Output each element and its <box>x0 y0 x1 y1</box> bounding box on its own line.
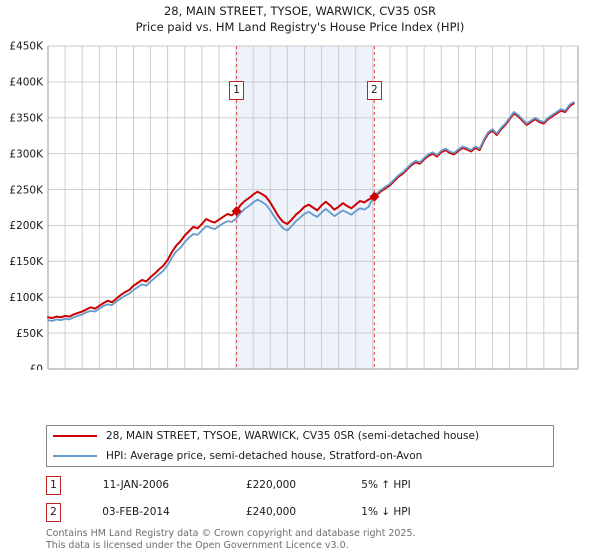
copyright-footer: Contains HM Land Registry data © Crown c… <box>46 528 586 551</box>
legend-color-swatch-property <box>53 435 97 437</box>
transaction-price: £240,000 <box>245 506 297 518</box>
sale-point-marker <box>369 191 380 202</box>
transaction-hpi-delta: 1% ↓ HPI <box>361 506 411 518</box>
y-axis-tick-label: £400K <box>9 77 44 89</box>
legend-color-swatch-hpi <box>53 455 97 457</box>
legend-item-property[interactable]: 28, MAIN STREET, TYSOE, WARWICK, CV35 0S… <box>47 426 553 446</box>
transaction-price: £220,000 <box>245 479 297 491</box>
y-axis-tick-label: £50K <box>16 328 44 340</box>
transaction-date: 11-JAN-2006 <box>102 479 170 491</box>
transaction-badge: 2 <box>46 502 61 522</box>
y-axis-tick-label: £150K <box>9 256 44 268</box>
y-axis-tick-label: £100K <box>9 292 44 304</box>
sale-point-marker <box>231 206 242 217</box>
legend-item-hpi[interactable]: HPI: Average price, semi-detached house,… <box>47 446 553 466</box>
transaction-date: 03-FEB-2014 <box>102 506 170 518</box>
legend-label-property: 28, MAIN STREET, TYSOE, WARWICK, CV35 0S… <box>106 430 480 442</box>
transaction-hpi-delta: 5% ↑ HPI <box>361 479 411 491</box>
legend-label-hpi: HPI: Average price, semi-detached house,… <box>106 450 423 462</box>
chart-title-block: 28, MAIN STREET, TYSOE, WARWICK, CV35 0S… <box>0 3 600 35</box>
event-marker-1-badge[interactable]: 1 <box>229 81 245 100</box>
y-axis-tick-label: £250K <box>9 184 44 196</box>
transaction-row[interactable]: 2 03-FEB-2014 £240,000 1% ↓ HPI <box>46 501 566 523</box>
series-line-hpi <box>47 101 575 322</box>
y-axis-tick-label: £350K <box>9 112 44 124</box>
y-axis-tick-label: £0 <box>30 364 43 370</box>
page-subtitle: Price paid vs. HM Land Registry's House … <box>135 20 465 34</box>
chart-legend: 28, MAIN STREET, TYSOE, WARWICK, CV35 0S… <box>46 425 554 467</box>
footer-line-copyright: Contains HM Land Registry data © Crown c… <box>46 528 416 539</box>
transaction-row[interactable]: 1 11-JAN-2006 £220,000 5% ↑ HPI <box>46 474 566 496</box>
event-marker-2-badge[interactable]: 2 <box>366 81 382 100</box>
y-axis-tick-label: £200K <box>9 220 44 232</box>
footer-line-licence: This data is licensed under the Open Gov… <box>46 539 349 551</box>
chart-plot-area: £0 £50K £100K £150K £200K £250K £300K £350K £400… <box>0 40 600 370</box>
price-history-line-chart: £0 £50K £100K £150K £200K £250K £300K £350K £400… <box>9 41 579 370</box>
page-title: 28, MAIN STREET, TYSOE, WARWICK, CV35 0S… <box>163 4 437 18</box>
y-axis-tick-label: £300K <box>9 148 44 160</box>
y-axis-tick-label: £450K <box>9 41 44 53</box>
transaction-badge: 1 <box>46 475 61 495</box>
